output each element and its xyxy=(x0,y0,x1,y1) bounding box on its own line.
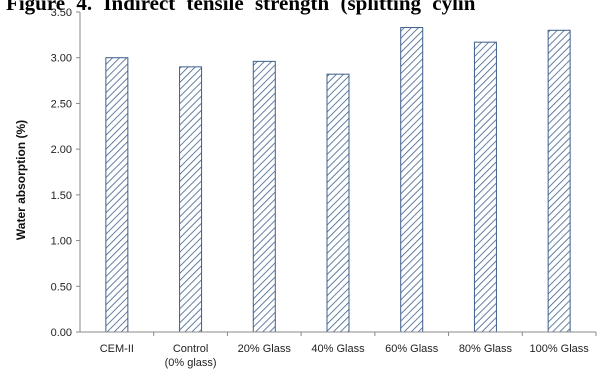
y-tick-label: 2.00 xyxy=(51,144,72,156)
bar xyxy=(400,27,424,333)
x-axis: CEM-II Control (0% glass) 20% Glass 40% Glas… xyxy=(80,331,597,369)
bars xyxy=(105,27,571,333)
y-axis-title: Water absorption (%) xyxy=(14,120,28,240)
y-tick-label: 0.00 xyxy=(51,327,72,339)
y-tick-label: 1.50 xyxy=(51,190,72,202)
bar xyxy=(252,60,276,333)
x-category-label: Control xyxy=(173,343,208,355)
bar xyxy=(326,73,350,333)
bar xyxy=(547,29,571,333)
bar xyxy=(473,41,497,333)
x-category-label: 40% Glass xyxy=(311,343,365,355)
y-tick-label: 0.50 xyxy=(51,281,72,293)
y-tick-label: 2.50 xyxy=(51,98,72,110)
y-tick-label: 3.50 xyxy=(51,7,72,19)
y-tick-label: 3.00 xyxy=(51,53,72,65)
y-tick-label: 1.00 xyxy=(51,236,72,248)
y-axis: 0.00 0.50 1.00 1.50 2.00 2.50 3.00 3.50 xyxy=(51,7,81,339)
x-category-label: (0% glass) xyxy=(165,357,217,369)
x-category-label: 20% Glass xyxy=(238,343,292,355)
cropped-figure-caption: Figure 4. Indirect tensile strength (spl… xyxy=(6,0,476,15)
x-category-label: 100% Glass xyxy=(529,343,589,355)
bar xyxy=(105,57,129,333)
bar xyxy=(179,66,203,333)
x-category-label: 80% Glass xyxy=(459,343,513,355)
x-category-label: 60% Glass xyxy=(385,343,439,355)
x-category-label: CEM-II xyxy=(100,343,134,355)
